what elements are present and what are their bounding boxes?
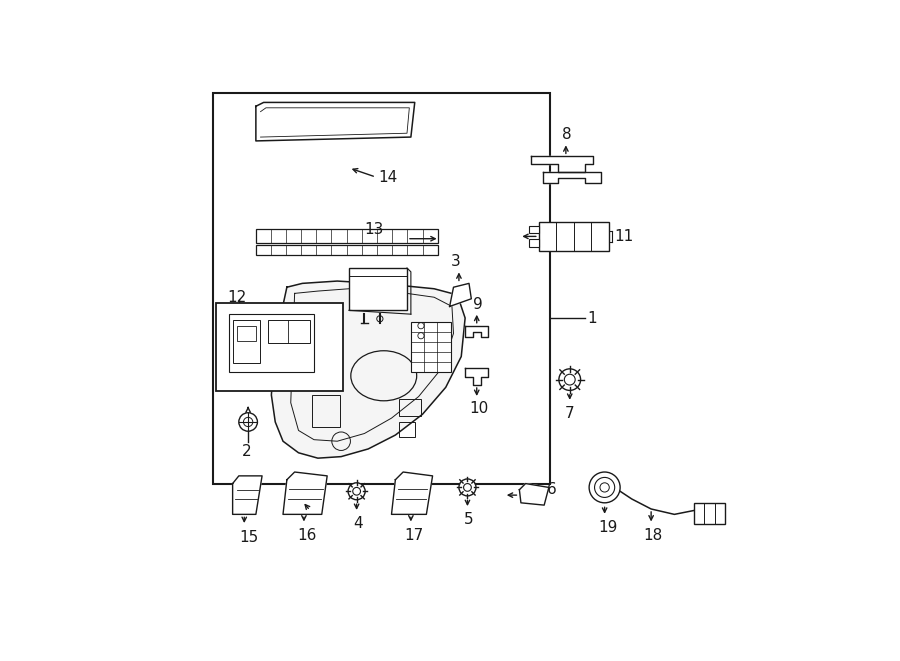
Text: 19: 19 xyxy=(598,520,617,535)
Circle shape xyxy=(600,483,609,492)
Circle shape xyxy=(244,417,253,426)
Text: 18: 18 xyxy=(644,527,662,543)
Circle shape xyxy=(464,484,472,491)
Text: 4: 4 xyxy=(353,516,363,531)
Bar xyxy=(349,268,407,310)
Bar xyxy=(539,222,608,251)
Bar xyxy=(694,503,724,524)
Text: 6: 6 xyxy=(546,483,556,497)
Bar xyxy=(216,303,344,391)
Polygon shape xyxy=(465,326,489,337)
Circle shape xyxy=(348,483,365,500)
Polygon shape xyxy=(256,102,415,141)
Bar xyxy=(256,245,438,255)
Bar xyxy=(411,322,451,372)
Text: 16: 16 xyxy=(298,527,317,543)
Text: 15: 15 xyxy=(238,530,258,545)
Text: 3: 3 xyxy=(451,254,461,269)
Circle shape xyxy=(459,479,476,496)
Bar xyxy=(256,229,438,243)
Polygon shape xyxy=(283,472,328,514)
Circle shape xyxy=(559,369,580,391)
Polygon shape xyxy=(392,472,433,514)
Polygon shape xyxy=(232,476,262,514)
Polygon shape xyxy=(450,284,472,307)
Text: 10: 10 xyxy=(469,401,488,416)
Text: 12: 12 xyxy=(227,290,247,305)
Polygon shape xyxy=(519,484,549,505)
Polygon shape xyxy=(272,281,465,458)
Circle shape xyxy=(353,487,361,495)
Bar xyxy=(529,225,539,233)
Bar xyxy=(267,321,310,344)
Bar xyxy=(400,399,421,416)
Text: 9: 9 xyxy=(472,297,482,311)
Bar xyxy=(213,93,551,484)
Text: 17: 17 xyxy=(405,527,424,543)
Circle shape xyxy=(238,412,257,431)
Text: 1: 1 xyxy=(588,311,598,325)
Bar xyxy=(529,239,539,247)
Bar xyxy=(232,321,260,363)
Circle shape xyxy=(564,374,575,385)
Bar xyxy=(312,395,339,428)
Text: 7: 7 xyxy=(565,406,575,421)
Bar xyxy=(229,314,314,372)
Text: 2: 2 xyxy=(242,444,252,459)
Text: 8: 8 xyxy=(562,128,572,142)
Polygon shape xyxy=(531,156,593,172)
Bar xyxy=(237,326,256,341)
Polygon shape xyxy=(543,172,601,183)
Bar xyxy=(312,337,342,374)
Circle shape xyxy=(595,477,615,498)
Text: 11: 11 xyxy=(615,229,634,244)
Text: 13: 13 xyxy=(364,222,383,237)
Text: 5: 5 xyxy=(464,512,473,527)
Polygon shape xyxy=(465,368,489,385)
Text: 14: 14 xyxy=(378,170,398,184)
Circle shape xyxy=(590,472,620,503)
Bar xyxy=(400,422,415,438)
Bar xyxy=(316,341,338,370)
